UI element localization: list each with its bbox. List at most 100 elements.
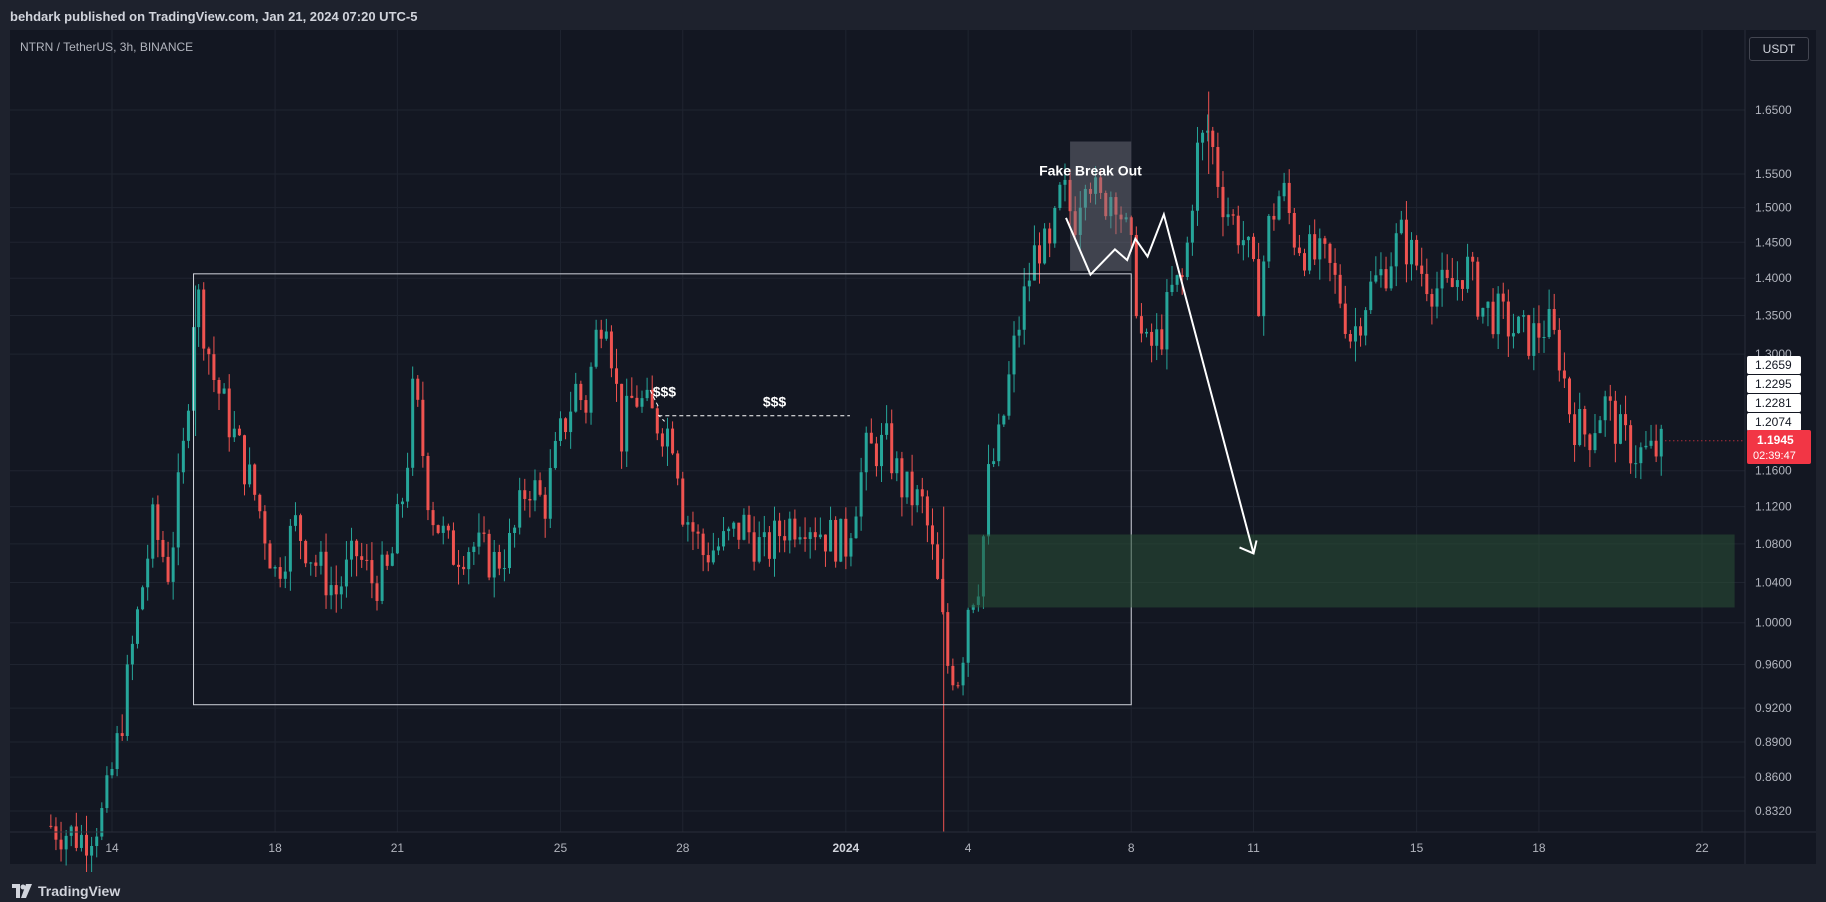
date-tick-label: 25 — [554, 841, 568, 855]
candle-body — [650, 389, 654, 409]
candle-body — [176, 472, 180, 548]
candle-body — [186, 410, 190, 441]
candle-body — [589, 366, 593, 413]
candle-body — [813, 532, 817, 538]
candle-body — [1369, 281, 1373, 311]
countdown-label: 02:39:47 — [1753, 450, 1796, 462]
candle-body — [762, 532, 766, 538]
price-tick-label: 0.9200 — [1755, 701, 1792, 715]
candle-body — [757, 537, 761, 562]
projection-arrow-path — [1065, 211, 1255, 554]
candle-body — [1522, 315, 1526, 317]
candle-body — [1002, 415, 1006, 425]
annotation-label: $$$ — [763, 394, 787, 410]
candle-body — [1303, 253, 1306, 271]
candle-body — [1022, 286, 1026, 330]
candle-body — [1598, 420, 1602, 434]
candle-body — [880, 434, 884, 467]
candle-body — [915, 489, 919, 506]
candle-body — [1262, 261, 1266, 317]
candle-body — [1659, 428, 1663, 457]
candle-body — [1374, 275, 1378, 282]
candle-body — [395, 504, 399, 554]
candle-body — [930, 525, 934, 545]
candle-body — [987, 464, 991, 537]
candle-body — [1639, 447, 1643, 464]
candle-body — [946, 612, 950, 666]
candle-body — [1430, 294, 1434, 307]
candle-body — [1425, 273, 1429, 295]
candle-body — [329, 585, 333, 596]
candle-body — [604, 331, 608, 339]
candle-body — [788, 518, 792, 541]
candle-body — [1195, 142, 1199, 211]
date-tick-label: 15 — [1410, 841, 1424, 855]
candle-body — [1328, 243, 1332, 263]
candle-body — [283, 571, 287, 579]
candle-body — [1527, 315, 1531, 356]
candle-body — [467, 552, 471, 570]
candle-body — [1114, 197, 1118, 215]
candle-body — [431, 510, 435, 526]
candle-body — [1404, 219, 1408, 265]
candle-body — [472, 546, 476, 553]
candle-body — [69, 826, 73, 836]
candle-body — [1017, 329, 1021, 336]
candle-body — [640, 398, 644, 407]
candle-body — [1415, 239, 1419, 266]
candle-body — [85, 834, 89, 856]
candle-body — [660, 433, 664, 447]
candle-body — [829, 519, 833, 552]
candle-body — [1038, 245, 1041, 264]
candle-body — [1486, 301, 1490, 308]
candle-body — [584, 400, 588, 413]
price-tag — [1747, 356, 1801, 374]
candle-body — [492, 551, 496, 578]
candle-body — [375, 583, 379, 601]
candle-body — [1206, 130, 1210, 133]
date-tick-label: 8 — [1128, 841, 1135, 855]
candle-body — [671, 428, 675, 454]
currency-button[interactable]: USDT — [1749, 37, 1809, 61]
candle-body — [487, 533, 491, 578]
candle-body — [1170, 284, 1174, 293]
candle-body — [248, 464, 252, 485]
candle-body — [125, 664, 129, 736]
candle-body — [1007, 374, 1011, 416]
price-tick-label: 1.6500 — [1755, 103, 1792, 117]
candle-body — [90, 845, 94, 856]
date-tick-label: 18 — [268, 841, 282, 855]
candle-body — [166, 556, 170, 582]
candle-body — [778, 520, 782, 537]
price-tick-label: 1.1600 — [1755, 464, 1792, 478]
candle-body — [130, 643, 134, 665]
candle-body — [885, 423, 889, 435]
candle-body — [1053, 207, 1057, 244]
candle-body — [1654, 440, 1658, 457]
candle-body — [390, 553, 394, 566]
candle-body — [1557, 329, 1561, 371]
price-axis: 1.65001.55001.50001.45001.40001.35001.30… — [1665, 30, 1811, 864]
chart-area[interactable] — [10, 30, 1816, 864]
candle-body — [1272, 215, 1276, 220]
candle-body — [171, 547, 175, 582]
candle-body — [1333, 262, 1337, 275]
date-tick-label: 14 — [105, 841, 119, 855]
price-tick-label: 0.9600 — [1755, 657, 1792, 671]
candle-body — [202, 289, 206, 349]
candle-body — [477, 532, 481, 547]
annotation-label: Fake Break Out — [1039, 162, 1142, 178]
candle-body — [49, 825, 53, 827]
candle-body — [1343, 303, 1347, 334]
candle-body — [579, 383, 583, 401]
price-tick-label: 1.5000 — [1755, 201, 1792, 215]
candle-body — [1119, 214, 1123, 220]
candle-body — [299, 515, 303, 541]
candle-body — [278, 567, 282, 579]
candle-body — [436, 525, 440, 533]
candle-body — [1155, 329, 1159, 346]
candle-body — [1476, 261, 1480, 317]
candle-body — [1537, 323, 1541, 338]
candle-body — [457, 564, 461, 567]
